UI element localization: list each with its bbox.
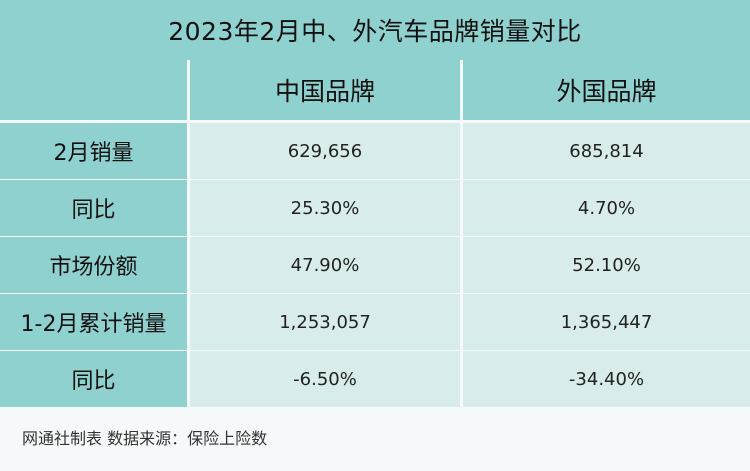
row-label: 同比 (0, 351, 187, 407)
china-value: 47.90% (190, 237, 460, 293)
foreign-value: 685,814 (463, 123, 750, 179)
foreign-value: 1,365,447 (463, 294, 750, 350)
row-label: 1-2月累计销量 (0, 294, 187, 350)
china-value: 25.30% (190, 180, 460, 236)
china-value: -6.50% (190, 351, 460, 407)
source-footer: 网通社制表 数据来源：保险上险数 (22, 429, 268, 448)
row-label: 2月销量 (0, 123, 187, 179)
header-china-brand: 中国品牌 (190, 60, 460, 120)
table-title: 2023年2月中、外汽车品牌销量对比 (0, 0, 750, 60)
table-row: 2月销量 629,656 685,814 (0, 123, 750, 179)
china-value: 1,253,057 (190, 294, 460, 350)
row-label: 市场份额 (0, 237, 187, 293)
table-row: 1-2月累计销量 1,253,057 1,365,447 (0, 294, 750, 350)
header-corner-cell (0, 60, 187, 120)
table-row: 市场份额 47.90% 52.10% (0, 237, 750, 293)
header-foreign-brand: 外国品牌 (463, 60, 750, 120)
comparison-table: 中国品牌 外国品牌 2月销量 629,656 685,814 同比 25.30%… (0, 60, 750, 407)
table-row: 同比 25.30% 4.70% (0, 180, 750, 236)
china-value: 629,656 (190, 123, 460, 179)
foreign-value: 52.10% (463, 237, 750, 293)
foreign-value: -34.40% (463, 351, 750, 407)
table-row: 同比 -6.50% -34.40% (0, 351, 750, 407)
foreign-value: 4.70% (463, 180, 750, 236)
row-label: 同比 (0, 180, 187, 236)
